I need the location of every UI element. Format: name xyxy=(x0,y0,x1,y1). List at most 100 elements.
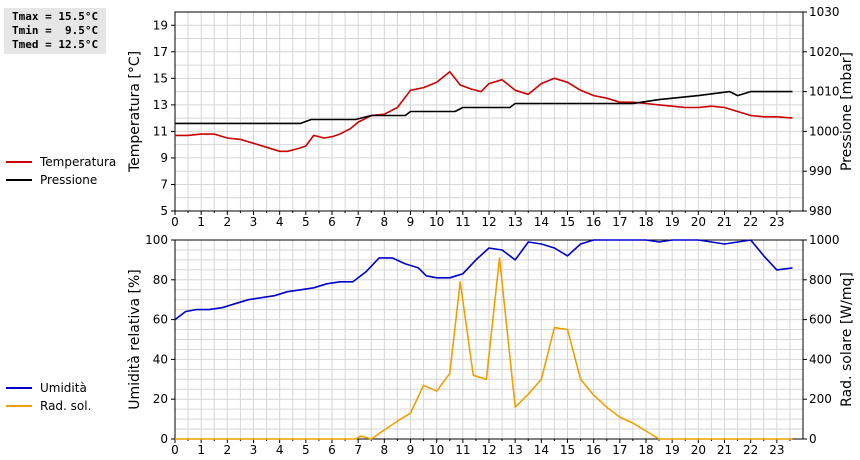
x-tick-label: 19 xyxy=(665,215,680,229)
left-tick-label: 17 xyxy=(153,45,168,59)
right-tick-label: 1010 xyxy=(809,85,840,99)
x-tick-label: 12 xyxy=(481,443,496,457)
right-axis-label: Rad. solare [W/mq] xyxy=(839,272,855,407)
x-tick-label: 21 xyxy=(717,215,732,229)
right-tick-label: 200 xyxy=(809,392,832,406)
x-tick-label: 4 xyxy=(276,443,284,457)
x-tick-label: 20 xyxy=(691,443,706,457)
x-tick-label: 6 xyxy=(328,443,336,457)
x-tick-label: 1 xyxy=(197,215,205,229)
left-tick-label: 20 xyxy=(153,392,168,406)
legend-item-rad-sol: Rad. sol. xyxy=(6,397,91,415)
left-tick-label: 15 xyxy=(153,71,168,85)
right-tick-label: 1000 xyxy=(809,124,840,138)
x-tick-label: 10 xyxy=(429,215,444,229)
x-tick-label: 1 xyxy=(197,443,205,457)
left-axis-label: Temperatura [°C] xyxy=(127,51,143,173)
right-tick-label: 1020 xyxy=(809,45,840,59)
right-tick-label: 600 xyxy=(809,313,832,327)
legend-item-umidita: Umidità xyxy=(6,379,91,397)
x-tick-label: 19 xyxy=(665,443,680,457)
legend-swatch-umidita xyxy=(6,387,32,389)
x-tick-label: 7 xyxy=(354,443,362,457)
right-tick-label: 1030 xyxy=(809,5,840,19)
x-tick-label: 17 xyxy=(612,215,627,229)
x-tick-label: 8 xyxy=(381,443,389,457)
x-tick-label: 2 xyxy=(224,443,232,457)
x-tick-label: 4 xyxy=(276,215,284,229)
right-tick-label: 990 xyxy=(809,164,832,178)
left-tick-label: 0 xyxy=(160,432,168,446)
x-tick-label: 13 xyxy=(508,215,523,229)
x-tick-label: 11 xyxy=(455,215,470,229)
legend-label-temperatura: Temperatura xyxy=(40,155,117,169)
x-tick-label: 11 xyxy=(455,443,470,457)
x-tick-label: 14 xyxy=(534,443,549,457)
x-tick-label: 9 xyxy=(407,443,415,457)
stats-box: Tmax = 15.5°C Tmin = 9.5°C Tmed = 12.5°C xyxy=(4,8,106,54)
right-tick-label: 980 xyxy=(809,204,832,218)
legend-swatch-pressione xyxy=(6,179,32,181)
right-axis-label: Pressione [mbar] xyxy=(839,52,855,171)
right-tick-label: 800 xyxy=(809,273,832,287)
left-tick-label: 60 xyxy=(153,313,168,327)
x-tick-label: 3 xyxy=(250,443,258,457)
right-tick-label: 400 xyxy=(809,352,832,366)
left-tick-label: 100 xyxy=(145,233,168,247)
x-tick-label: 5 xyxy=(302,215,310,229)
x-tick-label: 5 xyxy=(302,443,310,457)
x-tick-label: 2 xyxy=(224,215,232,229)
legend-label-umidita: Umidità xyxy=(40,381,87,395)
x-tick-label: 9 xyxy=(407,215,415,229)
series-line-rad-sol xyxy=(175,257,793,440)
right-tick-label: 0 xyxy=(809,432,817,446)
left-axis-label: Umidità relativa [%] xyxy=(127,269,143,410)
tmed-text: Tmed = 12.5°C xyxy=(12,38,99,51)
series-line-umidit xyxy=(174,239,793,321)
x-tick-label: 0 xyxy=(171,215,179,229)
tmax-text: Tmax = 15.5°C xyxy=(12,10,99,23)
x-tick-label: 6 xyxy=(328,215,336,229)
left-tick-label: 7 xyxy=(160,177,168,191)
x-tick-label: 22 xyxy=(743,443,758,457)
series-line-pressione xyxy=(175,90,793,125)
x-tick-label: 22 xyxy=(743,215,758,229)
legend-item-temperatura: Temperatura xyxy=(6,153,116,171)
x-tick-label: 3 xyxy=(250,215,258,229)
legend-swatch-rad-sol xyxy=(6,405,32,407)
series-line-temperatura xyxy=(175,70,793,153)
left-tick-label: 13 xyxy=(153,98,168,112)
x-tick-label: 15 xyxy=(560,443,575,457)
left-tick-label: 80 xyxy=(153,273,168,287)
left-tick-label: 40 xyxy=(153,352,168,366)
legend-top: Temperatura Pressione xyxy=(6,153,116,189)
x-tick-label: 18 xyxy=(638,443,653,457)
x-tick-label: 20 xyxy=(691,215,706,229)
legend-bottom: Umidità Rad. sol. xyxy=(6,379,91,415)
x-tick-label: 18 xyxy=(638,215,653,229)
x-tick-label: 0 xyxy=(171,443,179,457)
left-tick-label: 11 xyxy=(153,124,168,138)
x-tick-label: 17 xyxy=(612,443,627,457)
panel-0: 0 1 2 3 4 5 6 7 8 9 10 11 12 13 14 15 16 17 18 19 20 21 22 2357… xyxy=(127,5,855,229)
left-tick-label: 19 xyxy=(153,18,168,32)
x-tick-label: 21 xyxy=(717,443,732,457)
x-tick-label: 12 xyxy=(481,215,496,229)
x-tick-label: 14 xyxy=(534,215,549,229)
left-tick-label: 5 xyxy=(160,204,168,218)
x-tick-label: 23 xyxy=(769,443,784,457)
legend-item-pressione: Pressione xyxy=(6,171,116,189)
legend-label-pressione: Pressione xyxy=(40,173,98,187)
right-tick-label: 1000 xyxy=(809,233,840,247)
x-tick-label: 10 xyxy=(429,443,444,457)
panel-1: 0 1 2 3 4 5 6 7 8 9 10 11 12 13 14 15 16 17 18 19 20 21 22 2302… xyxy=(127,233,855,457)
legend-label-rad-sol: Rad. sol. xyxy=(40,399,92,413)
x-tick-label: 8 xyxy=(381,215,389,229)
left-tick-label: 9 xyxy=(160,151,168,165)
legend-swatch-temperatura xyxy=(6,161,32,163)
x-tick-label: 23 xyxy=(769,215,784,229)
x-tick-label: 7 xyxy=(354,215,362,229)
x-tick-label: 16 xyxy=(586,215,601,229)
x-tick-label: 13 xyxy=(508,443,523,457)
